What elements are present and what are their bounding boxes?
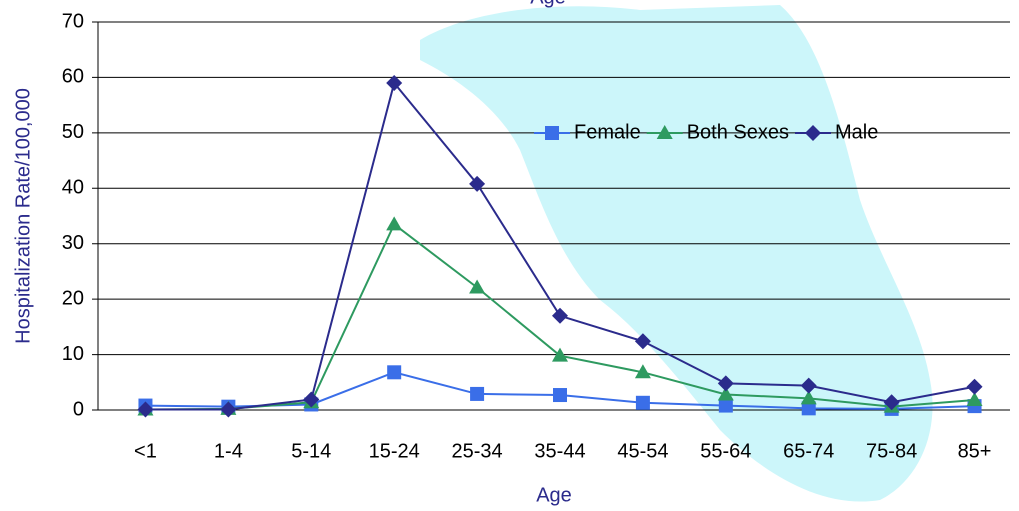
y-tick-label: 60: [62, 66, 84, 88]
x-tick-label: 75-84: [866, 440, 917, 462]
marker: [656, 125, 673, 139]
marker: [469, 175, 486, 192]
x-tick-label: 15-24: [369, 440, 420, 462]
x-tick-label: 25-34: [452, 440, 503, 462]
x-tick-label: 5-14: [291, 440, 331, 462]
y-tick-label: 40: [62, 177, 84, 199]
marker: [635, 395, 650, 410]
x-tick-label: 55-64: [700, 440, 751, 462]
legend-label: Male: [835, 121, 878, 143]
x-tick-label: 65-74: [783, 440, 834, 462]
y-axis-label: Hospitalization Rate/100,000: [12, 88, 34, 344]
marker: [883, 394, 900, 411]
y-tick-label: 50: [62, 121, 84, 143]
marker: [552, 307, 568, 324]
marker: [634, 333, 651, 350]
marker: [805, 125, 821, 141]
x-tick-label: 1-4: [214, 440, 243, 462]
x-tick-label: <1: [134, 440, 157, 462]
background-map: [420, 5, 933, 502]
marker: [717, 386, 734, 401]
marker: [718, 398, 733, 413]
marker: [553, 388, 567, 403]
legend-label: Both Sexes: [687, 121, 789, 143]
marker: [386, 74, 403, 91]
marker: [545, 126, 559, 140]
y-tick-label: 70: [62, 10, 84, 32]
y-tick-label: 20: [62, 287, 84, 309]
marker: [717, 375, 734, 392]
x-tick-label: 85+: [958, 440, 992, 462]
y-tick-label: 0: [73, 398, 84, 420]
marker: [470, 386, 485, 401]
marker: [634, 364, 651, 379]
x-axis-label: Age: [536, 484, 572, 506]
y-tick-label: 10: [62, 343, 84, 365]
x-tick-label: 45-54: [617, 440, 668, 462]
marker: [966, 378, 983, 395]
marker: [387, 365, 402, 380]
marker: [303, 391, 320, 408]
marker: [800, 390, 817, 405]
y-tick-label: 30: [62, 232, 84, 254]
marker: [801, 401, 816, 416]
x-tick-label: 35-44: [534, 440, 585, 462]
marker: [220, 401, 237, 418]
marker: [966, 392, 983, 407]
marker: [469, 279, 486, 294]
marker: [800, 377, 817, 394]
marker: [137, 401, 154, 418]
marker: [386, 216, 403, 231]
legend-label: Female: [574, 121, 641, 143]
chart-title: Age: [530, 0, 566, 8]
marker: [552, 347, 568, 362]
